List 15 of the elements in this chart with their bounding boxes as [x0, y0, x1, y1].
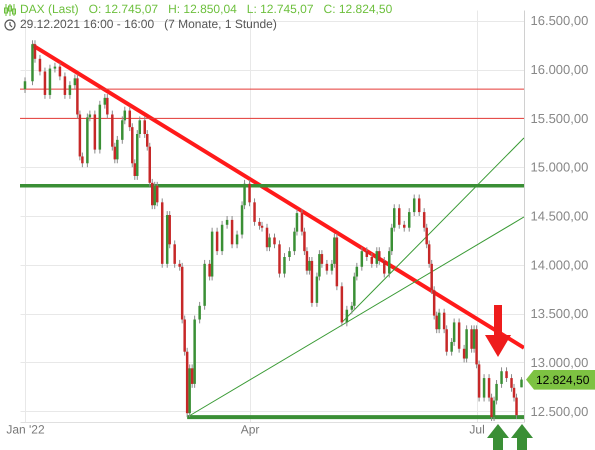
y-tick-label: 13.000,00 — [530, 354, 588, 370]
chart-title: DAX (Last) O: 12.745,07 H: 12.850,04 L: 12.745,07 C: 12.824,50 — [20, 2, 392, 17]
x-tick-label: Jan '22 — [6, 422, 45, 436]
x-tick-label: Jul — [469, 422, 485, 436]
text: 12.824,50 — [526, 370, 595, 390]
y-tick-label: 13.500,00 — [530, 306, 588, 322]
y-tick-label: 16.000,00 — [530, 62, 588, 78]
y-tick-label: 14.000,00 — [530, 257, 588, 272]
x-tick-label: Apr — [240, 422, 260, 436]
y-tick-label: 14.500,00 — [530, 208, 588, 224]
y-tick-label: 15.000,00 — [530, 160, 588, 175]
text: 29.12.2021 16:00 - 16:00 (7 Monate, 1 Stunde) — [20, 17, 277, 32]
y-tick-label: 16.500,00 — [530, 13, 588, 28]
y-tick-label: 12.500,00 — [530, 404, 588, 419]
y-tick-label: 15.500,00 — [530, 110, 588, 126]
